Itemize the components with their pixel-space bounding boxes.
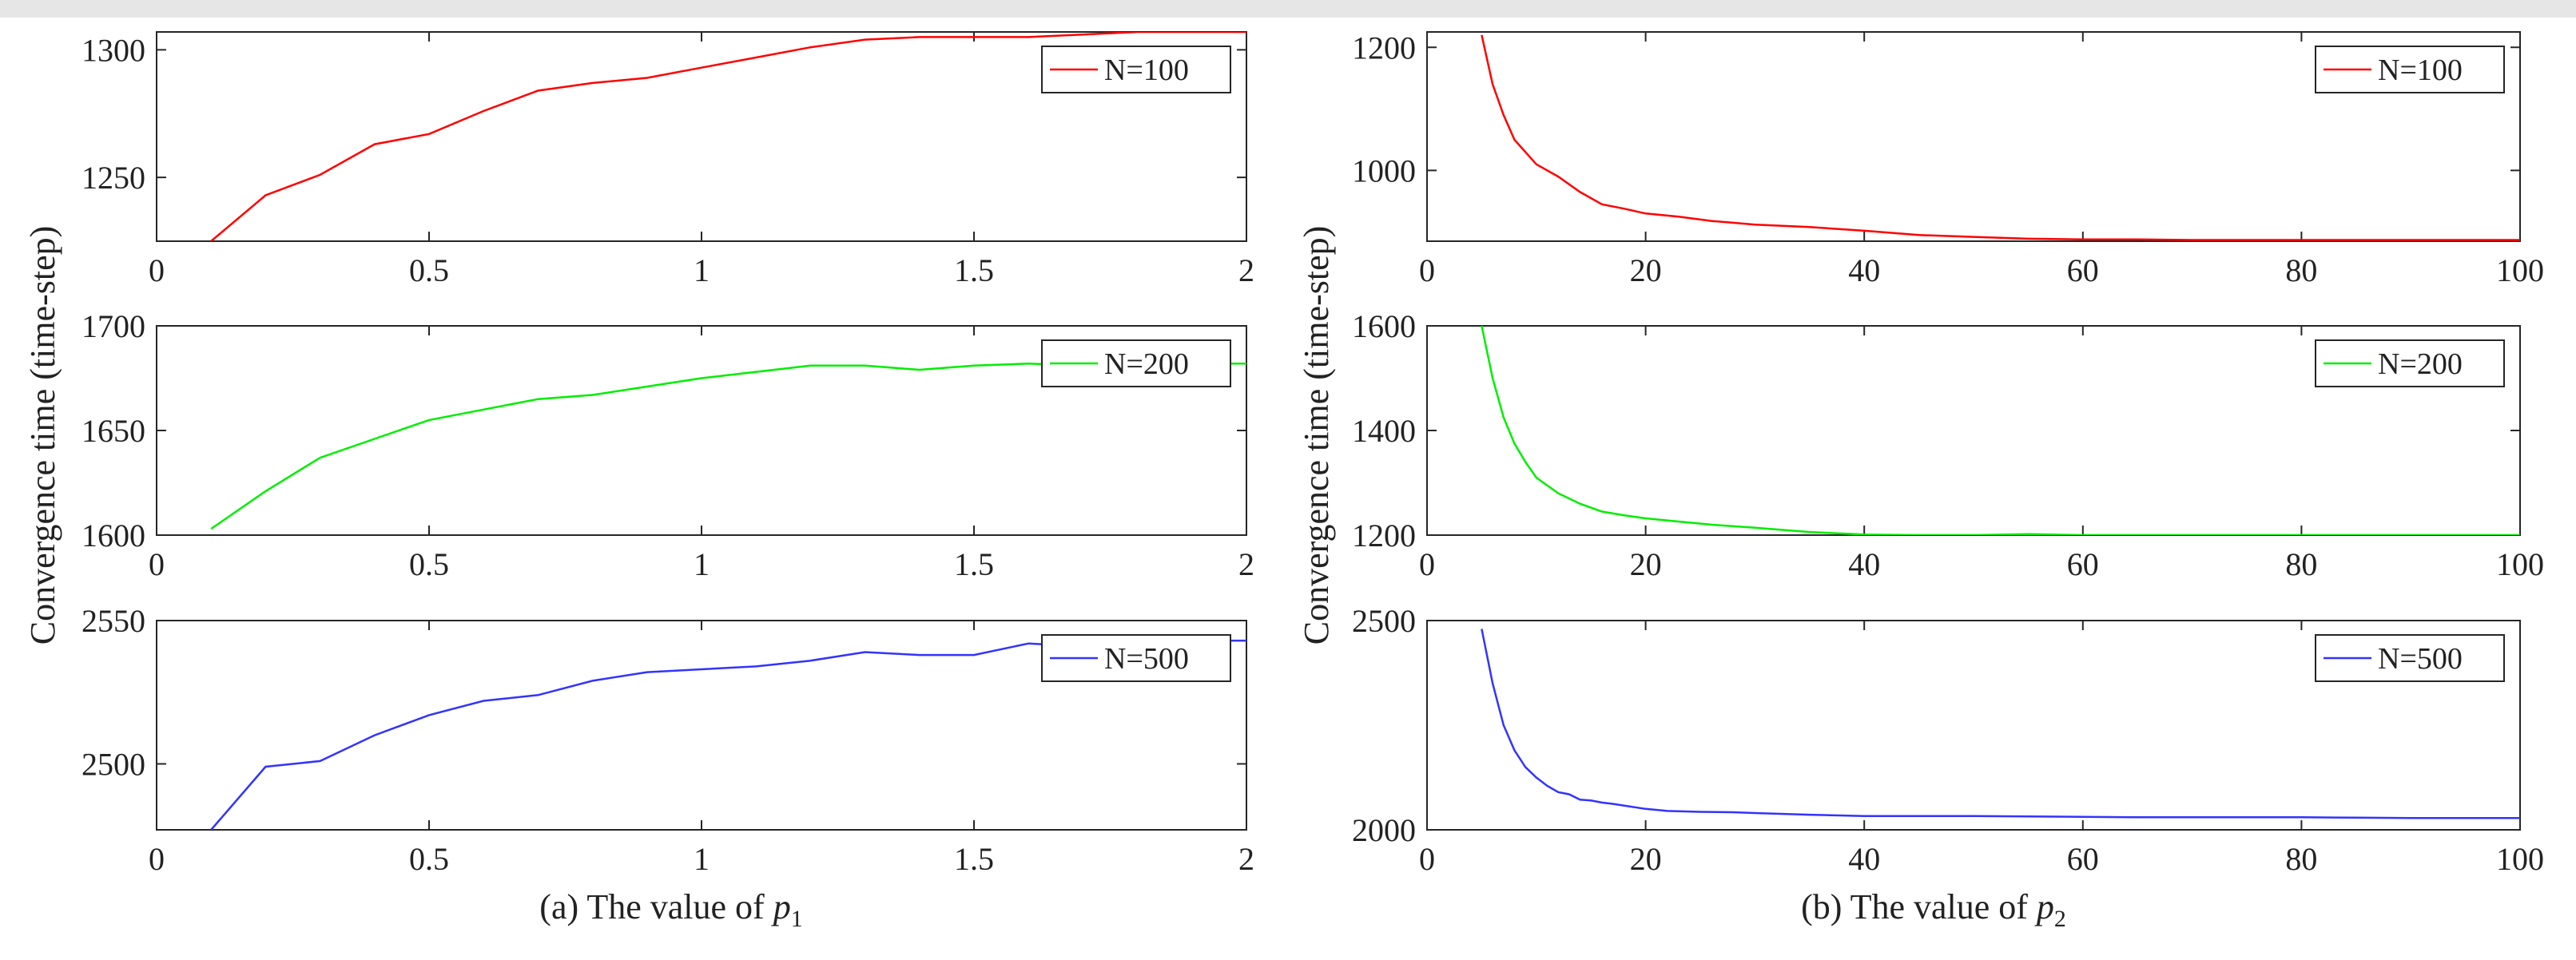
y-tick-label: 1250 — [81, 160, 145, 196]
y-tick-label: 1700 — [81, 308, 145, 344]
legend-label: N=200 — [1104, 347, 1189, 381]
x-tick-label: 100 — [2496, 546, 2544, 582]
legend: N=500 — [2315, 634, 2505, 682]
y-tick-label: 1200 — [1352, 30, 1416, 65]
y-tick-label: 2000 — [1352, 812, 1416, 848]
series-line — [1481, 629, 2520, 819]
legend: N=200 — [1041, 339, 1231, 387]
right-ylabel: Convergence time (time-step) — [1297, 226, 1336, 645]
x-tick-label: 0 — [1419, 841, 1435, 877]
x-tick-label: 60 — [2067, 252, 2099, 288]
x-tick-label: 1.5 — [954, 841, 994, 877]
x-tick-label: 80 — [2285, 252, 2317, 288]
x-tick-label: 0 — [1419, 546, 1435, 582]
x-tick-label: 0.5 — [409, 252, 449, 288]
caption-b-sub: 2 — [2054, 906, 2066, 932]
x-tick-label: 1 — [694, 546, 710, 582]
legend-label: N=500 — [1104, 642, 1189, 676]
x-tick-label: 20 — [1630, 841, 1662, 877]
axes-box — [1426, 620, 2521, 831]
caption-b-var: p — [2034, 887, 2054, 926]
caption-b-prefix: (b) The value of — [1801, 887, 2037, 926]
caption-a-prefix: (a) The value of — [539, 887, 773, 926]
x-tick-label: 2 — [1238, 252, 1254, 288]
top-border — [0, 0, 2576, 18]
x-tick-label: 40 — [1848, 252, 1880, 288]
x-tick-label: 0 — [149, 252, 165, 288]
caption-a-var: p — [771, 887, 791, 926]
subplot-b2: 0 20 40 60 80 100 1200 1400 1600 N=200 — [1352, 308, 2544, 582]
x-tick-label: 60 — [2067, 841, 2099, 877]
legend-label: N=100 — [1104, 54, 1189, 87]
x-tick-label: 0.5 — [409, 841, 449, 877]
legend: N=500 — [1041, 634, 1231, 682]
subplot-a3: 0 0.5 1 1.5 2 2500 2550 N=500 — [81, 603, 1254, 877]
y-tick-label: 2550 — [81, 603, 145, 639]
y-tick-label: 2500 — [1352, 603, 1416, 639]
y-tick-label: 1200 — [1352, 518, 1416, 553]
x-tick-label: 1.5 — [954, 546, 994, 582]
y-tick-label: 1300 — [81, 32, 145, 68]
y-tick-label: 1600 — [81, 518, 145, 553]
x-tick-label: 0 — [149, 841, 165, 877]
x-tick-label: 1 — [694, 841, 710, 877]
x-tick-label: 20 — [1630, 546, 1662, 582]
subplot-a2: 0 0.5 1 1.5 2 1600 1650 1700 N=200 — [81, 308, 1254, 582]
y-tick-label: 1000 — [1352, 153, 1416, 188]
subplot-b1: 0 20 40 60 80 100 1000 1200 N=100 — [1352, 30, 2544, 288]
legend: N=100 — [2315, 46, 2505, 93]
x-tick-label: 2 — [1238, 841, 1254, 877]
caption-a-sub: 1 — [791, 906, 803, 932]
x-tick-label: 0 — [1419, 252, 1435, 288]
legend-label: N=500 — [2378, 642, 2463, 676]
subplot-b3: 0 20 40 60 80 100 2000 2500 N=500 — [1352, 603, 2544, 877]
x-tick-label: 0 — [149, 546, 165, 582]
y-tick-label: 1600 — [1352, 308, 1416, 344]
x-tick-label: 60 — [2067, 546, 2099, 582]
x-tick-label: 80 — [2285, 841, 2317, 877]
x-tick-label: 1.5 — [954, 252, 994, 288]
x-tick-label: 40 — [1848, 841, 1880, 877]
x-tick-label: 40 — [1848, 546, 1880, 582]
caption-b: (b) The value of p2 — [1801, 887, 2066, 932]
series-line — [1481, 326, 2520, 535]
series-line — [210, 32, 1246, 241]
legend-label: N=200 — [2378, 347, 2463, 381]
x-tick-label: 0.5 — [409, 546, 449, 582]
x-tick-label: 20 — [1630, 252, 1662, 288]
x-tick-label: 80 — [2285, 546, 2317, 582]
series-line — [1481, 34, 2520, 241]
x-tick-label: 100 — [2496, 841, 2544, 877]
y-tick-label: 1400 — [1352, 413, 1416, 449]
y-tick-label: 1650 — [81, 413, 145, 449]
x-tick-label: 2 — [1238, 546, 1254, 582]
subplot-a1: 0 0.5 1 1.5 2 1250 1300 N=100 — [81, 31, 1254, 288]
y-tick-label: 2500 — [81, 746, 145, 782]
x-tick-label: 100 — [2496, 252, 2544, 288]
legend: N=100 — [1041, 46, 1231, 93]
legend-label: N=100 — [2378, 54, 2463, 87]
legend: N=200 — [2315, 339, 2505, 387]
axes-box — [1426, 31, 2521, 242]
left-ylabel: Convergence time (time-step) — [23, 226, 62, 645]
x-tick-label: 1 — [694, 252, 710, 288]
caption-a: (a) The value of p1 — [539, 887, 802, 932]
series-line — [210, 362, 1246, 530]
